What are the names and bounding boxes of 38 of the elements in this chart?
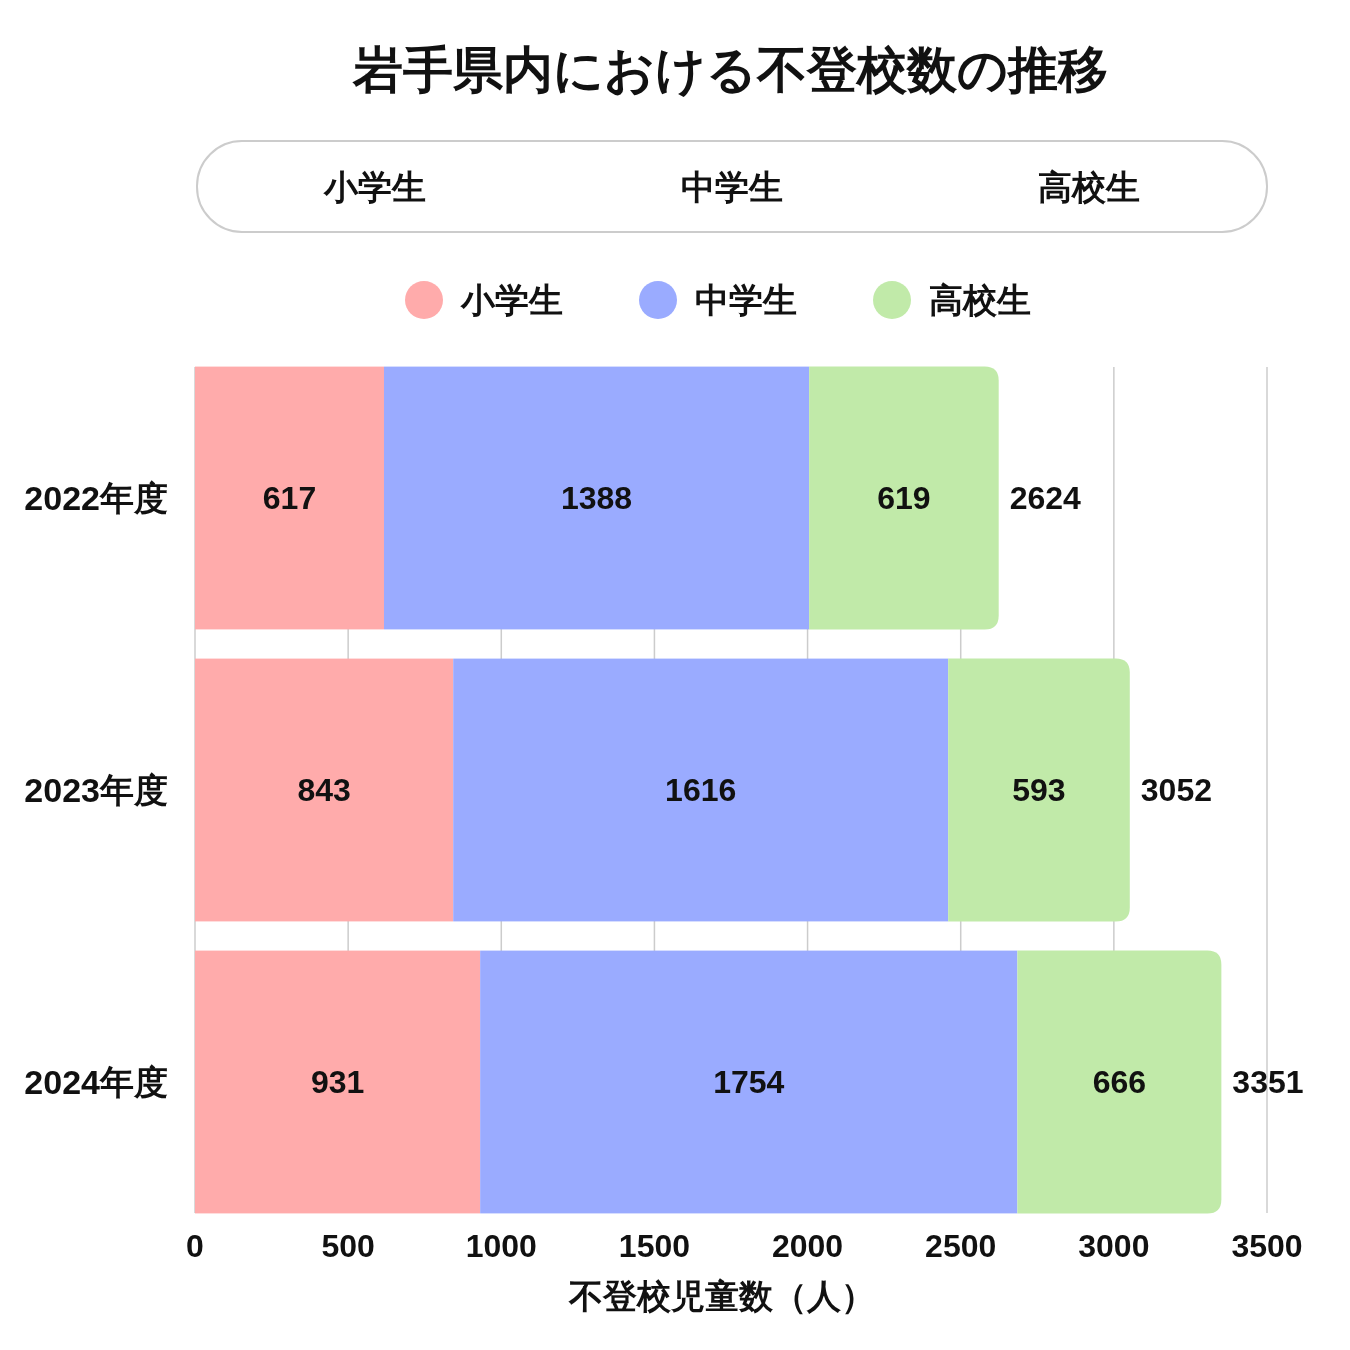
- y-tick-label: 2023年度: [24, 771, 168, 809]
- chart-title: 岩手県内における不登校数の推移: [351, 42, 1108, 98]
- x-tick-label: 3500: [1231, 1228, 1303, 1264]
- total-label: 3351: [1232, 1064, 1304, 1100]
- total-label: 3052: [1140, 772, 1212, 808]
- bar: [948, 658, 1130, 922]
- bar: [383, 366, 810, 630]
- data-label: 593: [1012, 772, 1066, 808]
- x-tick-label: 2500: [925, 1228, 997, 1264]
- bar: [195, 366, 384, 630]
- x-axis-title: 不登校児童数（人）: [568, 1277, 875, 1315]
- data-label: 1388: [560, 480, 633, 516]
- total-label: 2624: [1009, 480, 1082, 516]
- bar: [195, 950, 481, 1214]
- x-tick-label: 1500: [618, 1228, 691, 1264]
- data-label: 617: [262, 480, 317, 516]
- bar: [480, 950, 1018, 1214]
- tab-bar: 小学生 中学生 高校生: [196, 140, 1268, 233]
- x-tick-label: 0: [186, 1228, 204, 1264]
- legend-label: 小学生: [460, 281, 563, 319]
- data-label: 1754: [713, 1064, 785, 1100]
- y-tick-label: 2024年度: [24, 1063, 168, 1101]
- x-tick-label: 1000: [465, 1228, 537, 1264]
- x-tick-label: 2000: [771, 1228, 844, 1264]
- legend-label: 中学生: [695, 281, 797, 319]
- data-label: 931: [310, 1064, 365, 1100]
- bar: [809, 366, 999, 630]
- legend-label: 高校生: [929, 281, 1031, 319]
- bar: [1017, 950, 1222, 1214]
- x-tick-label: 500: [321, 1228, 375, 1264]
- x-tick-label: 3000: [1078, 1228, 1150, 1264]
- bar: [195, 658, 454, 922]
- data-label: 843: [297, 772, 351, 808]
- data-label: 1616: [665, 772, 737, 808]
- y-tick-label: 2022年度: [24, 479, 168, 517]
- bar: [453, 658, 949, 922]
- data-label: 619: [877, 480, 931, 516]
- data-label: 666: [1092, 1064, 1147, 1100]
